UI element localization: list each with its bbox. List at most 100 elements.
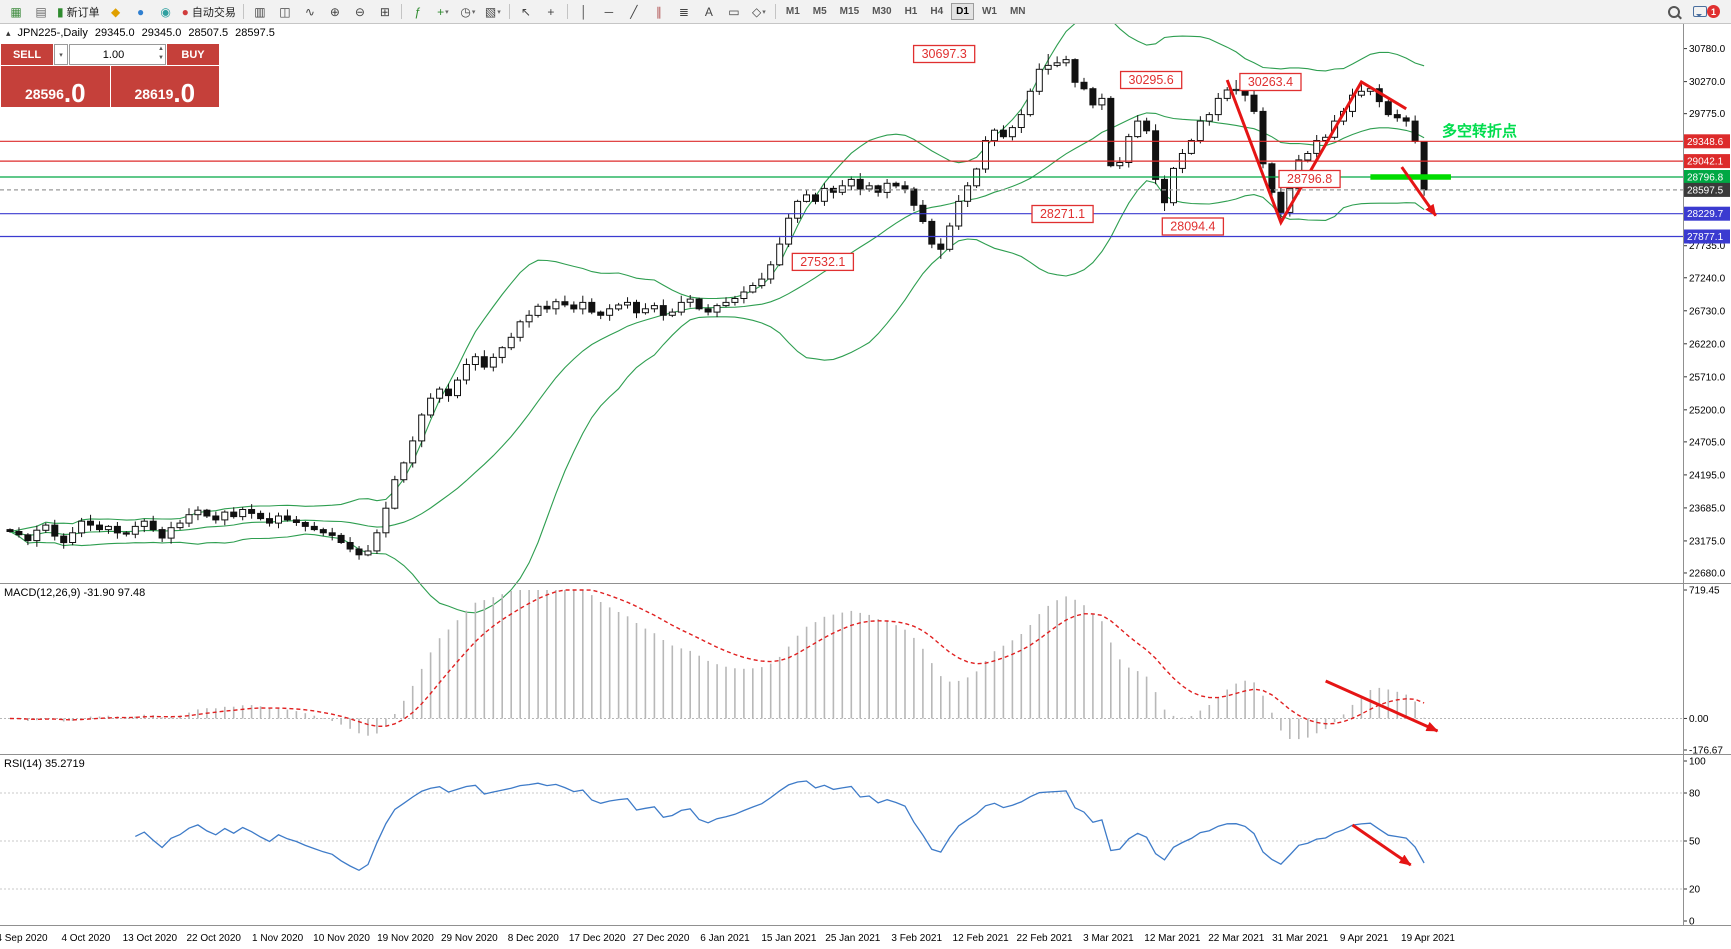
vertical-line-tool-button[interactable]: │ — [572, 2, 596, 22]
trendline-tool-button[interactable]: ╱ — [622, 2, 646, 22]
svg-text:26730.0: 26730.0 — [1689, 306, 1726, 317]
chart-area: 30697.3 30295.6 30263.4 28796.8 28271.1 28094… — [0, 24, 1731, 949]
svg-text:19 Apr 2021: 19 Apr 2021 — [1401, 933, 1455, 944]
bar-chart-icon: ▥ — [254, 4, 266, 19]
alerts-button[interactable]: ◆ — [104, 2, 128, 22]
trend-zigzag[interactable] — [1225, 79, 1407, 227]
price-callout[interactable]: 30697.3 — [912, 44, 976, 64]
timeframe-m15[interactable]: M15 — [839, 6, 860, 17]
svg-text:3 Feb 2021: 3 Feb 2021 — [891, 933, 942, 944]
volume-stepper[interactable]: ▲▼ — [69, 44, 166, 65]
market-watch-button[interactable]: ● — [129, 2, 153, 22]
tile-windows-button[interactable]: ⊞ — [373, 2, 397, 22]
templates-button[interactable]: ▧ ▾ — [481, 2, 505, 22]
auto-trading-button[interactable]: ● 自动交易 — [179, 2, 239, 22]
timeframe-mn[interactable]: MN — [1009, 6, 1026, 17]
note-annotation[interactable]: 多空转折点 — [1442, 122, 1517, 140]
timeframe-m1[interactable]: M1 — [785, 6, 800, 17]
search-button[interactable] — [1662, 2, 1686, 22]
channel-tool-button[interactable]: ∥ — [647, 2, 671, 22]
fibonacci-tool-button[interactable]: ≣ — [672, 2, 696, 22]
timeframe-h4[interactable]: H4 — [930, 6, 944, 17]
sell-price[interactable]: 28596.0 — [1, 66, 110, 107]
svg-text:29775.0: 29775.0 — [1689, 109, 1726, 120]
bollinger-bands — [9, 24, 1425, 614]
price-callout[interactable]: 27532.1 — [791, 252, 855, 272]
rsi-line — [135, 780, 1425, 872]
text-tool-icon: A — [704, 4, 713, 19]
svg-text:10 Nov 2020: 10 Nov 2020 — [313, 933, 370, 944]
line-chart-icon: ∿ — [304, 4, 315, 19]
svg-text:80: 80 — [1689, 789, 1701, 800]
svg-text:8 Dec 2020: 8 Dec 2020 — [508, 933, 560, 944]
sell-button[interactable]: SELL — [1, 44, 53, 65]
svg-text:17 Dec 2020: 17 Dec 2020 — [569, 933, 626, 944]
svg-text:27877.1: 27877.1 — [1687, 232, 1724, 243]
label-tool-button[interactable]: ▭ — [722, 2, 746, 22]
periods-button[interactable]: ◷ ▾ — [456, 2, 480, 22]
svg-text:28271.1: 28271.1 — [1040, 207, 1085, 221]
macd-down-arrow[interactable] — [1325, 679, 1439, 733]
candlestick-chart-icon: ◫ — [279, 4, 291, 19]
horizontal-levels[interactable] — [0, 140, 1683, 238]
price-callout[interactable]: 28271.1 — [1031, 204, 1094, 224]
price-chart[interactable]: 30697.3 30295.6 30263.4 28796.8 28271.1 28094… — [0, 24, 1731, 949]
svg-text:6 Jan 2021: 6 Jan 2021 — [700, 933, 750, 944]
timeframe-m30[interactable]: M30 — [872, 6, 892, 17]
symbol-title: JPN225-,Daily — [17, 27, 88, 39]
strategy-tester-icon: ◉ — [160, 4, 171, 19]
cursor-button[interactable]: ↖ — [514, 2, 538, 22]
volume-input[interactable] — [70, 47, 165, 62]
macd-signal-line — [9, 589, 1425, 728]
label-tool-icon: ▭ — [728, 4, 740, 19]
chat-bubble-icon — [1693, 6, 1707, 17]
strategy-tester-button[interactable]: ◉ — [154, 2, 178, 22]
down-arrow[interactable] — [1400, 166, 1437, 217]
toolbar-separator — [508, 4, 510, 19]
indicators-button[interactable]: ƒ — [406, 2, 430, 22]
horizontal-line-tool-button[interactable]: ─ — [597, 2, 621, 22]
line-chart-button[interactable]: ∿ — [298, 2, 322, 22]
svg-text:24195.0: 24195.0 — [1689, 470, 1726, 481]
crosshair-button[interactable]: + — [539, 2, 563, 22]
date-axis[interactable]: 4 Sep 2020 4 Oct 2020 13 Oct 2020 22 Oct 20… — [0, 933, 1455, 944]
svg-text:28796.8: 28796.8 — [1287, 172, 1332, 186]
price-callout[interactable]: 28796.8 — [1278, 169, 1341, 189]
volume-preset-dropdown[interactable]: ▾ — [54, 44, 68, 65]
svg-text:1 Nov 2020: 1 Nov 2020 — [252, 933, 304, 944]
candlestick-chart-button[interactable]: ◫ — [273, 2, 297, 22]
svg-text:9 Apr 2021: 9 Apr 2021 — [1340, 933, 1389, 944]
shapes-tool-button[interactable]: ◇ ▾ — [747, 2, 771, 22]
zoom-out-button[interactable]: ⊖ — [348, 2, 372, 22]
add-indicator-button[interactable]: + ▾ — [431, 2, 455, 22]
svg-text:719.45: 719.45 — [1689, 586, 1720, 597]
periods-icon: ◷ — [460, 4, 471, 19]
text-tool-button[interactable]: A — [697, 2, 721, 22]
zoom-in-button[interactable]: ⊕ — [323, 2, 347, 22]
chart-window-icon: ▴ — [6, 27, 11, 38]
timeframe-d1[interactable]: D1 — [951, 3, 974, 20]
svg-text:4 Sep 2020: 4 Sep 2020 — [0, 933, 48, 944]
volume-spin-buttons[interactable]: ▲ ▼ — [158, 46, 164, 61]
chevron-down-icon: ▾ — [762, 8, 766, 16]
svg-text:25 Jan 2021: 25 Jan 2021 — [825, 933, 880, 944]
bar-chart-button[interactable]: ▥ — [248, 2, 272, 22]
new-order-button[interactable]: ▮ 新订单 — [54, 2, 103, 22]
search-icon — [1668, 5, 1680, 18]
chart-profiles-button[interactable]: ▤ — [29, 2, 53, 22]
ohlc-high: 29345.0 — [141, 27, 182, 39]
svg-text:29348.6: 29348.6 — [1687, 137, 1724, 148]
new-chart-button[interactable]: ▦ — [4, 2, 28, 22]
price-callout[interactable]: 28094.4 — [1161, 217, 1225, 236]
rsi-down-arrow[interactable] — [1351, 823, 1412, 867]
notifications-button[interactable]: 1 — [1690, 2, 1723, 22]
buy-price[interactable]: 28619.0 — [110, 66, 219, 107]
price-axis[interactable]: 30780.0 30270.0 29775.0 27735.0 27240.0 26730… — [1683, 44, 1730, 579]
price-callout[interactable]: 30263.4 — [1239, 72, 1302, 92]
price-callout[interactable]: 30295.6 — [1119, 70, 1183, 90]
timeframe-w1[interactable]: W1 — [981, 6, 997, 17]
timeframe-m5[interactable]: M5 — [812, 6, 827, 17]
svg-text:28229.7: 28229.7 — [1687, 209, 1724, 220]
timeframe-h1[interactable]: H1 — [904, 6, 918, 17]
buy-button[interactable]: BUY — [167, 44, 219, 65]
